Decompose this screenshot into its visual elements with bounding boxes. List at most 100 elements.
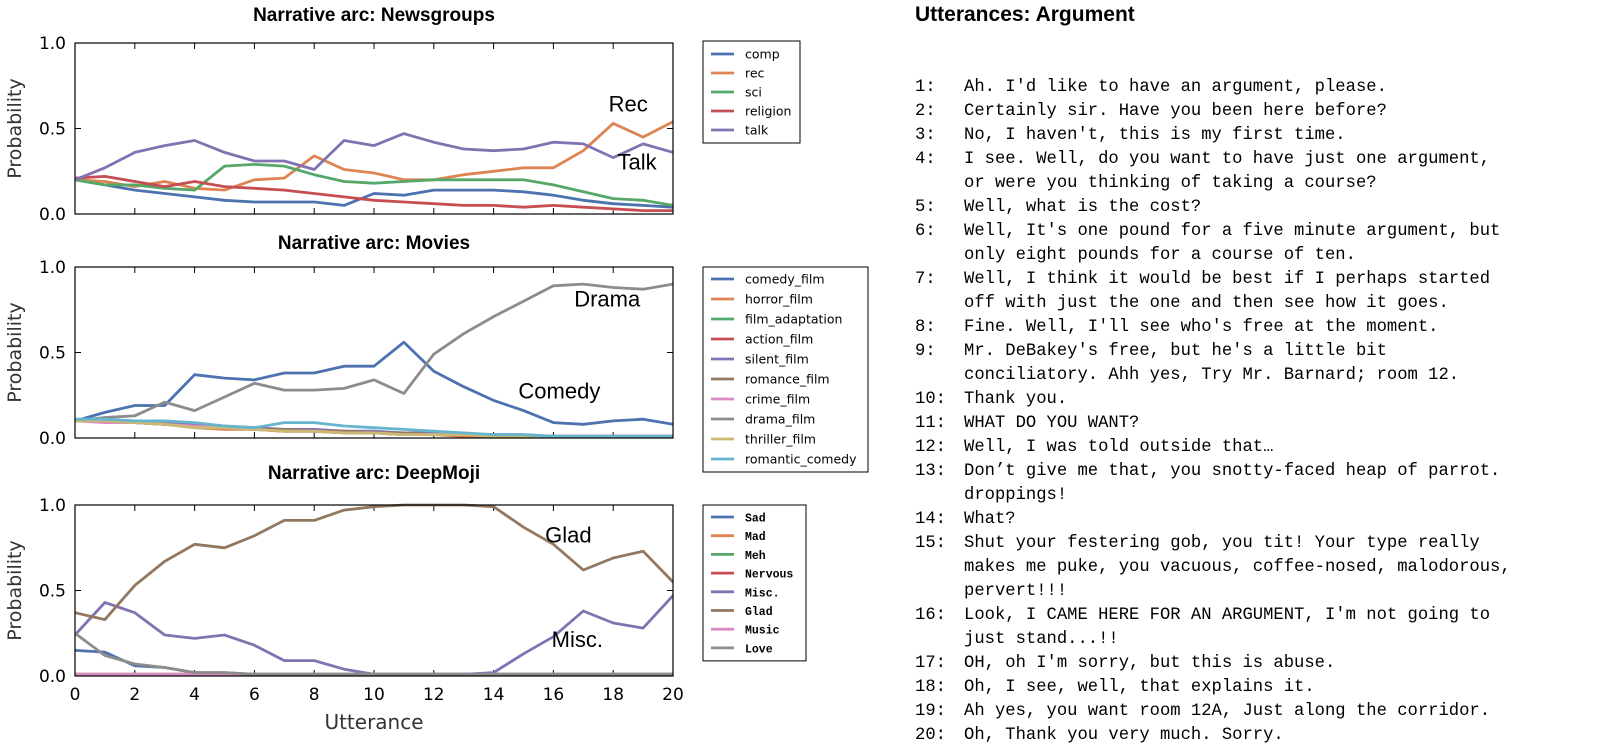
series-line-religion: [75, 174, 673, 213]
utterance-line: 17: OH, oh I'm sorry, but this is abuse.: [915, 652, 1511, 676]
y-tick-label: 0.5: [39, 582, 66, 602]
series-line-drama-film: [75, 282, 673, 423]
y-tick-label: 1.0: [39, 34, 66, 54]
series-line-love: [75, 631, 673, 676]
utterance-text: No, I haven't, this is my first time.: [964, 126, 1346, 145]
utterance-text: Thank you.: [964, 390, 1068, 409]
legend-box: [702, 504, 807, 662]
legend-label: romantic_comedy: [745, 452, 857, 467]
utterance-number: [915, 628, 964, 652]
series-annotation: Rec: [609, 91, 648, 116]
legend-label: religion: [745, 104, 791, 119]
utterance-text: Oh, Thank you very much. Sorry.: [964, 726, 1284, 745]
utterance-number: [915, 172, 964, 196]
chart-title: Narrative arc: DeepMoji: [268, 463, 480, 484]
utterance-text: droppings!: [964, 486, 1068, 505]
utterance-text: Well, what is the cost?: [964, 198, 1202, 217]
utterance-text: Oh, I see, well, that explains it.: [964, 678, 1315, 697]
utterance-line: 8: Fine. Well, I'll see who's free at the…: [915, 316, 1511, 340]
utterance-number: 18:: [915, 678, 946, 697]
series-line-sci: [75, 162, 673, 207]
x-tick-label: 16: [543, 685, 565, 705]
utterance-number: 9:: [915, 342, 936, 361]
y-tick-label: 0.5: [39, 344, 66, 364]
x-tick-label: 20: [662, 685, 684, 705]
legend-label: Sad: [745, 513, 766, 526]
utterance-text: only eight pounds for a course of ten.: [964, 246, 1356, 265]
x-tick-label: 0: [70, 685, 81, 705]
utterance-number: 1:: [915, 78, 936, 97]
legend-label: romance_film: [745, 372, 830, 387]
utterance-text: Well, I was told outside that…: [964, 438, 1274, 457]
utterance-line: 10: Thank you.: [915, 388, 1511, 412]
utterance-text: Mr. DeBakey's free, but he's a little bi…: [964, 342, 1387, 361]
utterance-number: [915, 244, 964, 268]
y-tick-label: 0.0: [39, 667, 66, 687]
chart-title: Narrative arc: Movies: [278, 233, 470, 254]
utterance-number: 13:: [915, 462, 946, 481]
y-tick-label: 0.5: [39, 120, 66, 140]
utterance-text: or were you thinking of taking a course?: [964, 174, 1377, 193]
utterance-text: Certainly sir. Have you been here before…: [964, 102, 1387, 121]
series-line-glad: [75, 503, 673, 621]
x-tick-label: 14: [483, 685, 505, 705]
x-tick-label: 8: [309, 685, 320, 705]
utterance-line: 14: What?: [915, 508, 1511, 532]
legend-label: comp: [745, 47, 780, 62]
utterance-line: 16: Look, I CAME HERE FOR AN ARGUMENT, I'…: [915, 604, 1511, 628]
series-lines: [75, 282, 673, 438]
series-line-rec: [75, 120, 673, 192]
series-lines: [75, 120, 673, 213]
utterance-number: 14:: [915, 510, 946, 529]
legend-label: talk: [745, 123, 769, 138]
series-lines: [75, 503, 673, 676]
x-tick-label: 12: [423, 685, 445, 705]
utterance-text: just stand...!!: [964, 630, 1119, 649]
chart-panel: Narrative arc: Newsgroups Probability 0.0 0…: [4, 5, 801, 225]
x-axis-label: Utterance: [324, 710, 423, 734]
utterance-text: What?: [964, 510, 1016, 529]
utterance-line: 15: Shut your festering gob, you tit! You…: [915, 532, 1511, 556]
utterance-text: Ah yes, you want room 12A, Just along th…: [964, 702, 1491, 721]
utterance-line-continued: conciliatory. Ahh yes, Try Mr. Barnard; …: [915, 364, 1511, 388]
utterance-number: [915, 364, 964, 388]
utterance-number: 2:: [915, 102, 936, 121]
utterance-text: Well, It's one pound for a five minute a…: [964, 222, 1501, 241]
legend-label: rec: [745, 66, 765, 81]
legend: comp rec sci religion talk: [702, 40, 801, 144]
x-tick-label: 6: [249, 685, 260, 705]
utterance-line-continued: off with just the one and then see how i…: [915, 292, 1511, 316]
x-tick-label: 4: [189, 685, 200, 705]
utterance-text: off with just the one and then see how i…: [964, 294, 1449, 313]
utterance-line: 6: Well, It's one pound for a five minute…: [915, 220, 1511, 244]
y-tick-label: 0.0: [39, 429, 66, 449]
utterance-number: 17:: [915, 654, 946, 673]
utterances-title: Utterances: Argument: [915, 3, 1135, 26]
legend-label: sci: [745, 85, 762, 100]
series-line-talk: [75, 132, 673, 182]
utterance-text: Don’t give me that, you snotty-faced hea…: [964, 462, 1501, 481]
y-axis-label: Probability: [4, 302, 26, 402]
legend-label: Misc.: [745, 587, 780, 600]
utterance-line: 13: Don’t give me that, you snotty-faced …: [915, 460, 1511, 484]
utterance-line: 7: Well, I think it would be best if I pe…: [915, 268, 1511, 292]
utterance-text: Well, I think it would be best if I perh…: [964, 270, 1491, 289]
series-annotation: Drama: [574, 286, 641, 311]
legend-label: Nervous: [745, 569, 793, 582]
utterance-number: 16:: [915, 606, 946, 625]
utterance-number: 19:: [915, 702, 946, 721]
utterance-text: Shut your festering gob, you tit! Your t…: [964, 534, 1480, 553]
legend-label: comedy_film: [745, 272, 825, 287]
utterance-line: 9: Mr. DeBakey's free, but he's a little …: [915, 340, 1511, 364]
utterance-line: 3: No, I haven't, this is my first time.: [915, 124, 1511, 148]
series-line-romantic-comedy: [75, 417, 673, 438]
utterance-line-continued: just stand...!!: [915, 628, 1511, 652]
utterance-text: conciliatory. Ahh yes, Try Mr. Barnard; …: [964, 366, 1460, 385]
utterance-line-continued: pervert!!!: [915, 580, 1511, 604]
plot-frame: [74, 504, 674, 677]
utterance-number: [915, 580, 964, 604]
legend: Sad Mad Meh Nervous Misc. Glad Music Love: [702, 504, 807, 662]
utterance-line-continued: only eight pounds for a course of ten.: [915, 244, 1511, 268]
y-tick-label: 0.0: [39, 205, 66, 225]
utterance-text: I see. Well, do you want to have just on…: [964, 150, 1491, 169]
